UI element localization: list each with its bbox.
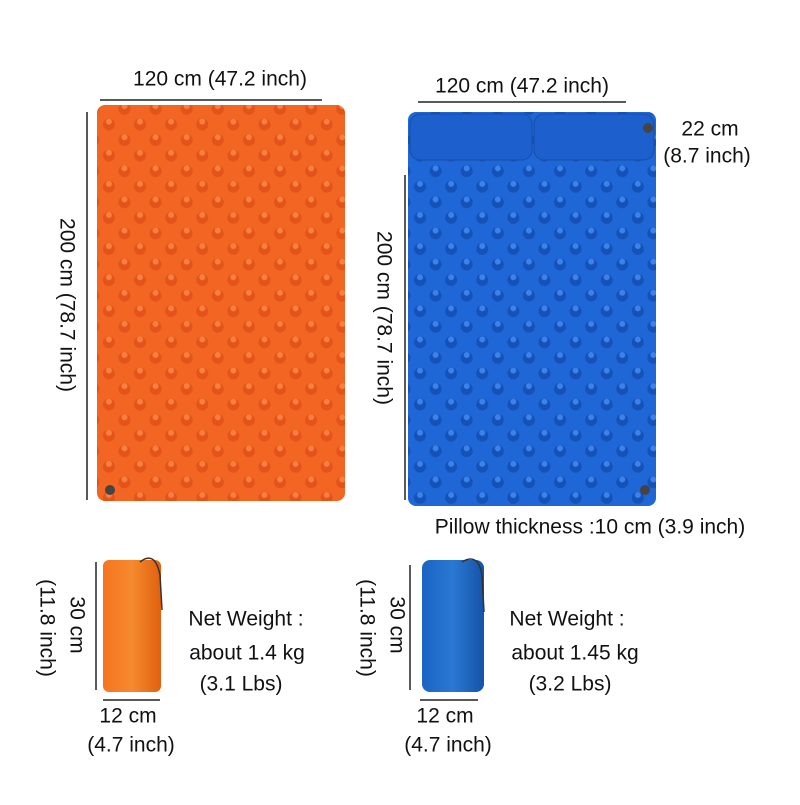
bag-height-label: (11.8 inch) bbox=[35, 579, 58, 677]
width-label: 120 cm (47.2 inch) bbox=[435, 75, 609, 98]
weight-label: Net Weight : bbox=[188, 608, 303, 631]
bag-width-label: (4.7 inch) bbox=[404, 734, 492, 757]
blue-mat bbox=[408, 112, 656, 506]
blue-bag bbox=[422, 560, 484, 692]
bag-width-label: 12 cm bbox=[99, 705, 156, 728]
pillow-label: 22 cm bbox=[681, 118, 738, 141]
length-label: 200 cm (78.7 inch) bbox=[55, 218, 78, 392]
length-label: 200 cm (78.7 inch) bbox=[372, 231, 395, 405]
weight-label: about 1.45 kg bbox=[511, 642, 638, 665]
weight-label: Net Weight : bbox=[509, 608, 624, 631]
drawcord bbox=[461, 558, 485, 613]
bag-width-label: 12 cm bbox=[416, 705, 473, 728]
orange-mat bbox=[97, 105, 345, 501]
bag-width-label: (4.7 inch) bbox=[87, 734, 175, 757]
pillow bbox=[533, 113, 655, 161]
weight-label: about 1.4 kg bbox=[189, 642, 305, 665]
weight-label: (3.2 Lbs) bbox=[529, 673, 612, 696]
bag-height-label: 30 cm bbox=[385, 596, 408, 653]
bag-height-label: 30 cm bbox=[65, 596, 88, 653]
weight-label: (3.1 Lbs) bbox=[200, 673, 283, 696]
pillow-thickness: Pillow thickness :10 cm (3.9 inch) bbox=[435, 516, 745, 539]
width-label: 120 cm (47.2 inch) bbox=[133, 68, 307, 91]
bag-height-label: (11.8 inch) bbox=[355, 579, 378, 677]
valve bbox=[105, 485, 115, 495]
drawcord bbox=[139, 557, 163, 611]
valve bbox=[640, 485, 650, 495]
pillow bbox=[409, 113, 533, 161]
valve bbox=[643, 123, 653, 133]
orange-bag bbox=[103, 560, 161, 692]
pillow-label: (8.7 inch) bbox=[663, 145, 751, 168]
